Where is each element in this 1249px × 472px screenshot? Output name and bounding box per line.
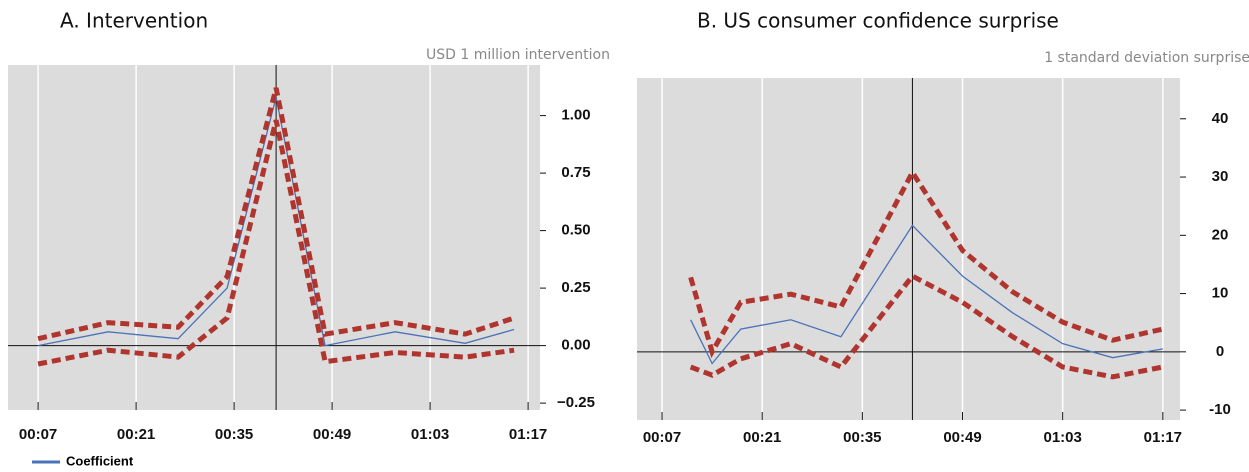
y-tick-label: 0.00 <box>561 337 590 354</box>
series-line <box>37 87 515 342</box>
x-tick-label: 00:35 <box>843 429 881 446</box>
x-tick-label: 00:35 <box>215 426 253 443</box>
x-tick-label: 00:21 <box>117 426 155 443</box>
x-tick-label: 00:49 <box>313 426 351 443</box>
x-tick-label: 00:07 <box>19 426 57 443</box>
series-line <box>37 119 515 367</box>
plot-area <box>637 78 1180 420</box>
x-tick-label: 01:03 <box>1043 429 1081 446</box>
chart-title: B. US consumer confidence surprise <box>697 9 1059 33</box>
series-line <box>688 167 1164 359</box>
y-tick-label: 0.75 <box>561 164 590 181</box>
series-line <box>689 272 1164 380</box>
y-tick-label: 1.00 <box>561 107 590 124</box>
y-tick-label: 30 <box>1212 168 1229 185</box>
legend-label: Coefficient <box>66 453 134 468</box>
y-tick-label: 0.50 <box>561 222 590 239</box>
subtitle: USD 1 million intervention <box>426 47 610 63</box>
y-tick-label: 0 <box>1216 343 1224 360</box>
subtitle: 1 standard deviation surprise <box>1044 50 1249 66</box>
x-tick-label: 01:03 <box>411 426 449 443</box>
x-tick-label: 01:17 <box>1144 429 1182 446</box>
x-tick-label: 01:17 <box>509 426 547 443</box>
y-tick-label: −0.25 <box>557 394 595 411</box>
x-tick-label: 00:07 <box>643 429 681 446</box>
y-tick-label: -10 <box>1209 401 1231 418</box>
chart-title: A. Intervention <box>60 9 208 33</box>
series-line <box>690 224 1163 365</box>
x-tick-label: 00:21 <box>743 429 781 446</box>
y-tick-label: 40 <box>1212 110 1229 127</box>
y-tick-label: 20 <box>1212 226 1229 243</box>
y-tick-label: 10 <box>1212 285 1229 302</box>
y-tick-label: 0.25 <box>561 279 590 296</box>
x-tick-label: 00:49 <box>943 429 981 446</box>
